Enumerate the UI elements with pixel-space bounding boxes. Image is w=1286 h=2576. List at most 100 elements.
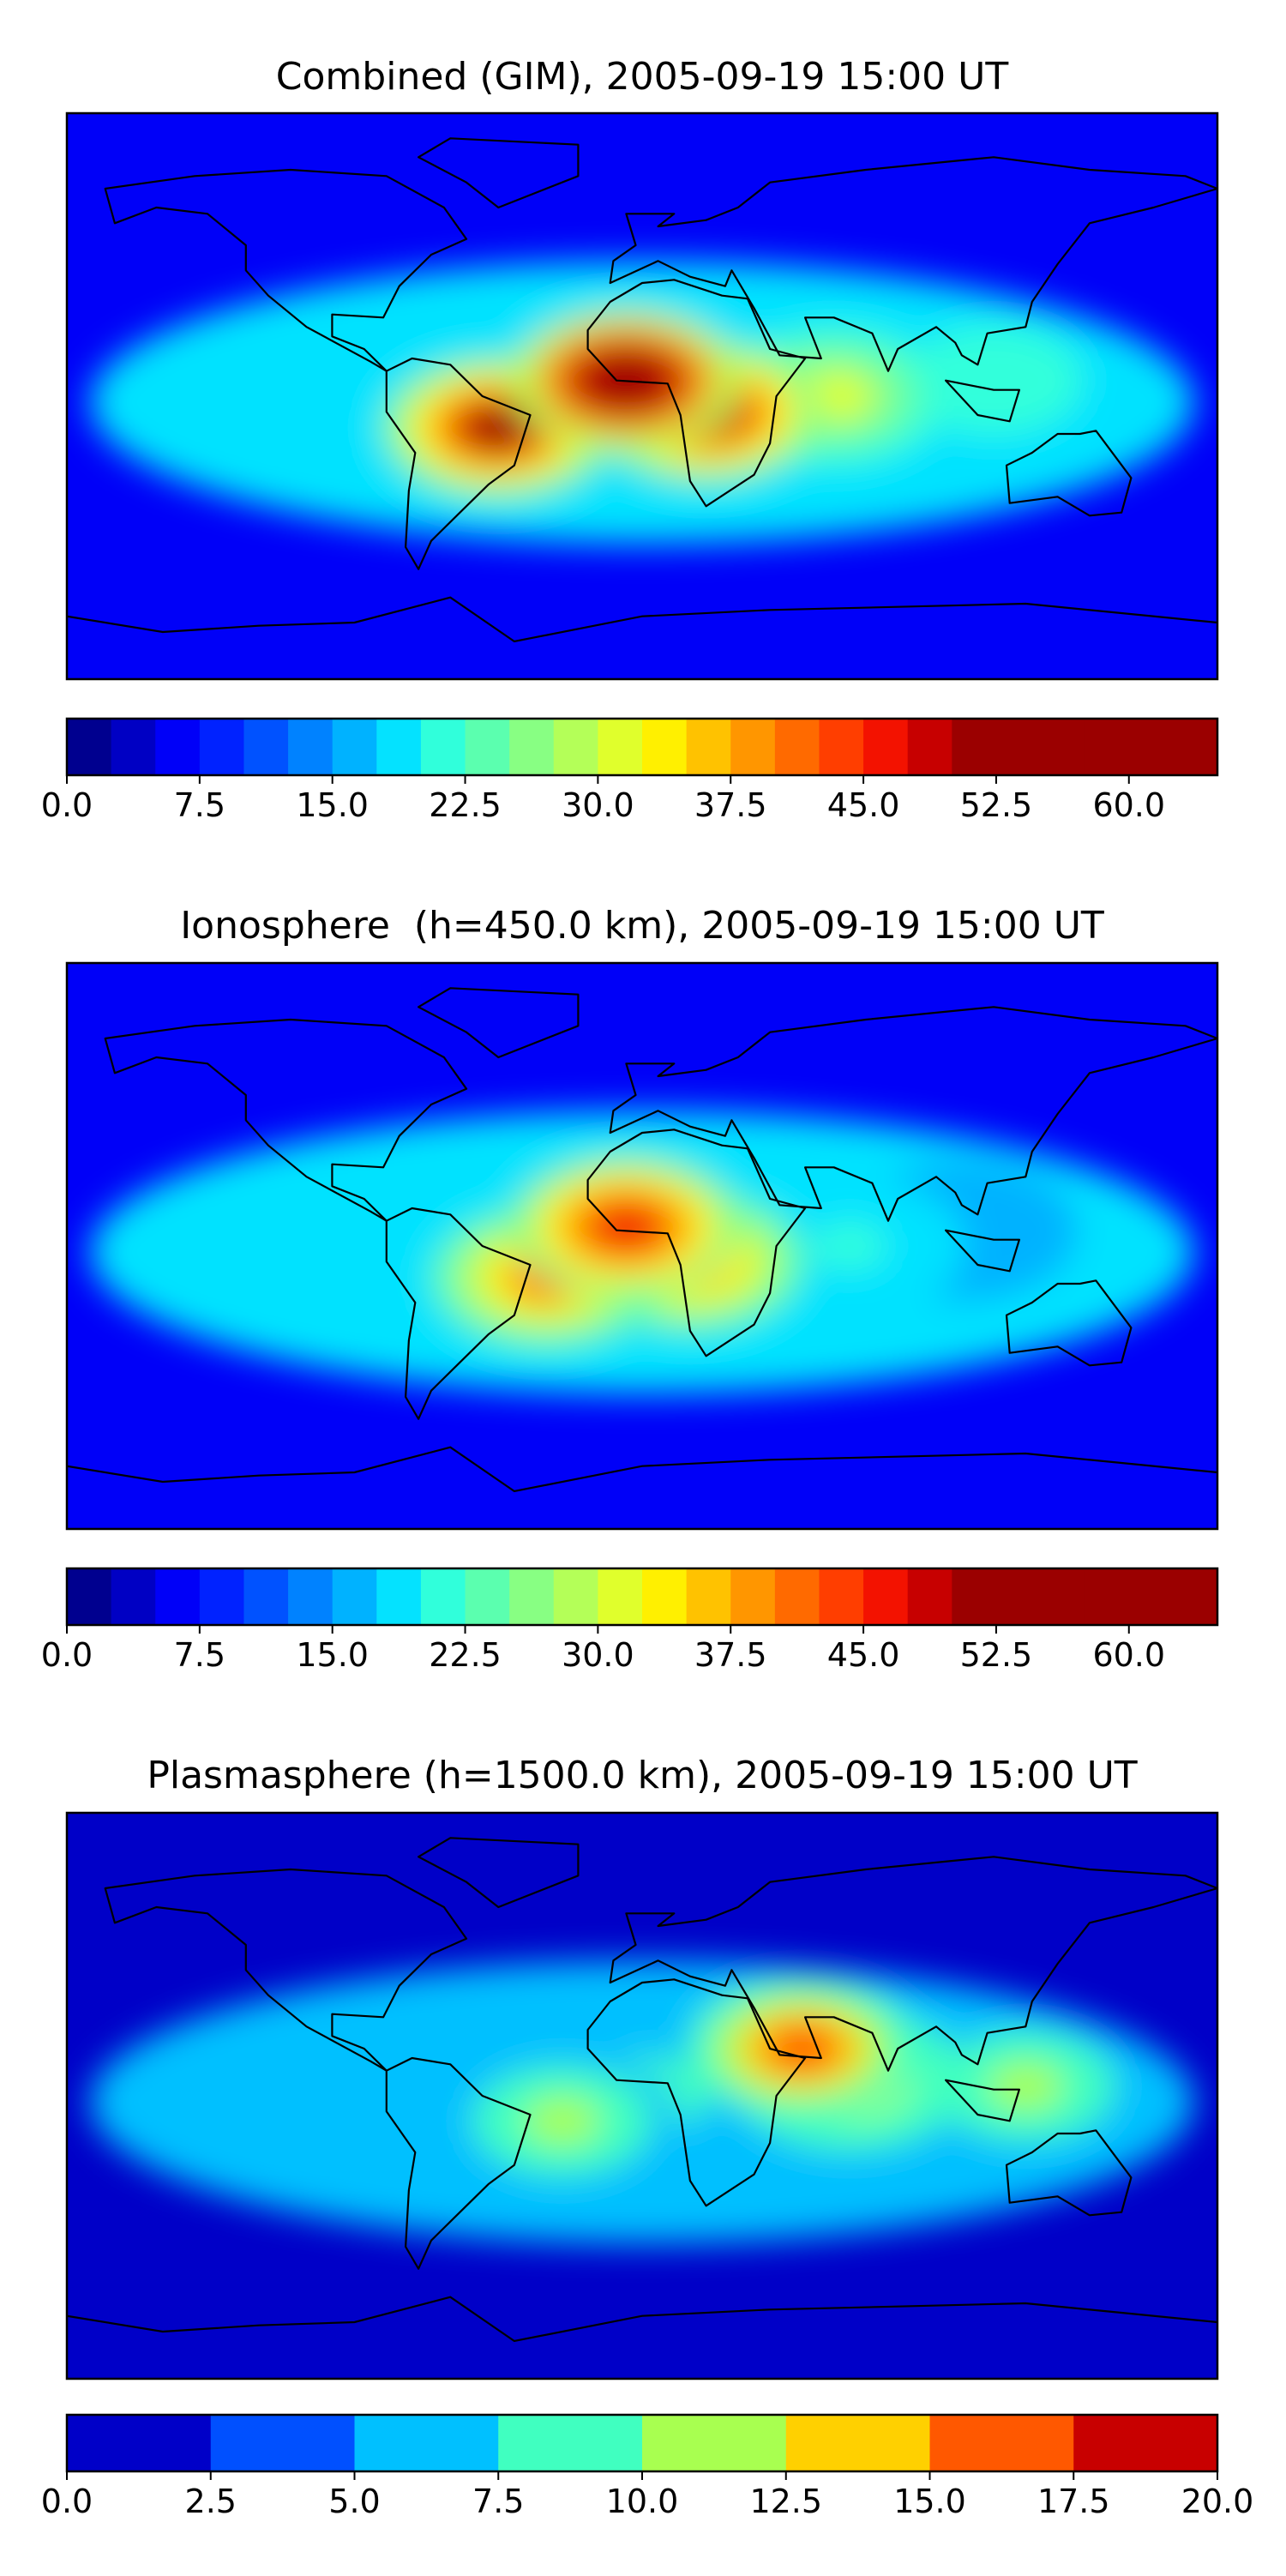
field-contours (89, 1960, 1195, 2244)
colorbar-cell (111, 719, 156, 775)
colorbar-cell (498, 2415, 643, 2471)
coastline (1005, 1279, 1133, 1367)
coastline (609, 156, 1217, 372)
field-contour (460, 403, 537, 452)
colorbar-cell (819, 719, 864, 775)
colorbar-cell (67, 1568, 112, 1625)
coastline (104, 168, 468, 372)
colorbar-cell (243, 719, 289, 775)
colorbar-cell (774, 1568, 820, 1625)
colorbar-cell (1085, 1568, 1130, 1625)
field-layer-combined (67, 113, 1217, 679)
coastline-antarctica (67, 2296, 1217, 2343)
coastline (1005, 2129, 1133, 2217)
colorbar-tick-label: 22.5 (429, 786, 502, 824)
colorbar-cell (67, 2415, 212, 2471)
colorbar-cells-combined (67, 719, 1218, 775)
colorbar-tick-label: 37.5 (694, 1636, 767, 1674)
colorbar-tick-label: 15.0 (893, 2483, 966, 2520)
colorbar-tick-label: 30.0 (562, 786, 634, 824)
colorbar-cell (1040, 719, 1085, 775)
colorbar-cell (863, 1568, 909, 1625)
coastlines-combined (67, 137, 1217, 643)
colorbar-cell (730, 719, 776, 775)
colorbar-cell (376, 1568, 422, 1625)
colorbar-cell (686, 719, 731, 775)
colorbar-cell (819, 1568, 864, 1625)
field-contour (988, 2061, 1064, 2111)
colorbar-cell (907, 719, 952, 775)
colorbar-tick-label: 60.0 (1092, 786, 1165, 824)
panel-combined: Combined (GIM), 2005-09-19 15:00 UT 0.0 … (41, 55, 1219, 824)
colorbar-cell (67, 719, 112, 775)
colorbar-cell (952, 719, 997, 775)
coastline (609, 1856, 1217, 2072)
coastline (586, 1978, 807, 2207)
colorbar-cell (1128, 719, 1174, 775)
heatmap-ionosphere (67, 963, 1217, 1529)
colorbar-cell (465, 1568, 510, 1625)
colorbar-cell (288, 719, 334, 775)
colorbar-cell (730, 1568, 776, 1625)
colorbar-tick-label: 45.0 (827, 786, 900, 824)
colorbar-cell (288, 1568, 334, 1625)
colorbar-cell (243, 1568, 289, 1625)
colorbar-cell (420, 1568, 466, 1625)
colorbar-cell (952, 1568, 997, 1625)
colorbar-tick-label: 52.5 (960, 1636, 1033, 1674)
colorbar-tick-label: 10.0 (606, 2483, 679, 2520)
colorbar-tick-label: 2.5 (185, 2483, 237, 2520)
colorbar-cell (332, 719, 377, 775)
chart-title-ionosphere: Ionosphere (h=450.0 km), 2005-09-19 15:0… (180, 904, 1104, 948)
colorbar-cell (1173, 1568, 1218, 1625)
colorbar-tick-label: 30.0 (562, 1636, 634, 1674)
colorbar-cell (598, 1568, 643, 1625)
coastline (945, 1229, 1020, 1273)
colorbar-cell (1040, 1568, 1085, 1625)
colorbar-tick-label: 0.0 (41, 786, 93, 824)
colorbar-tick-label: 37.5 (694, 786, 767, 824)
colorbar-cell (1128, 1568, 1174, 1625)
colorbar-tick-label: 0.0 (41, 2483, 93, 2520)
coastline (104, 1018, 468, 1222)
colorbar-cells-plasmasphere (67, 2415, 1218, 2471)
field-contour (955, 356, 1032, 405)
coastline (104, 1868, 468, 2072)
colorbar-ticks-ionosphere: 0.0 7.5 15.0 22.5 30.0 37.5 45.0 52.5 60… (41, 1625, 1165, 1674)
colorbar-frame-ionosphere (65, 1567, 1219, 1627)
coastline (385, 2056, 532, 2270)
coastline (1005, 430, 1133, 517)
chart-title-plasmasphere: Plasmasphere (h=1500.0 km), 2005-09-19 1… (147, 1754, 1137, 1797)
colorbar-tick-label: 17.5 (1037, 2483, 1110, 2520)
colorbar-cell (907, 1568, 952, 1625)
colorbar-ticks-plasmasphere: 0.0 2.5 5.0 7.5 10.0 12.5 15.0 17.5 20.0 (41, 2471, 1254, 2520)
map-frame-ionosphere (65, 961, 1219, 1531)
colorbar-tick-label: 5.0 (328, 2483, 380, 2520)
coastline (418, 987, 580, 1059)
colorbar-tick-label: 7.5 (472, 2483, 524, 2520)
colorbar-ticks-combined: 0.0 7.5 15.0 22.5 30.0 37.5 45.0 52.5 60… (41, 775, 1165, 824)
colorbar-cell (686, 1568, 731, 1625)
colorbar-tick-label: 45.0 (827, 1636, 900, 1674)
map-frame-plasmasphere (65, 1811, 1219, 2380)
colorbar-cell (863, 719, 909, 775)
colorbar-cell (642, 719, 688, 775)
field-contour (524, 2097, 601, 2146)
colorbar-cell (1073, 2415, 1218, 2471)
colorbar-cell (155, 1568, 201, 1625)
coastline (586, 1129, 807, 1357)
field-contours (89, 261, 1195, 545)
colorbar-cells-ionosphere (67, 1568, 1218, 1625)
panel-plasmasphere: Plasmasphere (h=1500.0 km), 2005-09-19 1… (41, 1754, 1254, 2520)
coastline (586, 279, 807, 508)
colorbar-cell (642, 1568, 688, 1625)
coastlines-plasmasphere (67, 1837, 1217, 2343)
coastline (418, 137, 580, 209)
coastline (385, 1207, 532, 1420)
colorbar-cell (642, 2415, 787, 2471)
coastline-antarctica (67, 596, 1217, 643)
colorbar-tick-label: 20.0 (1181, 2483, 1254, 2520)
colorbar-combined: 0.0 7.5 15.0 22.5 30.0 37.5 45.0 52.5 60… (41, 717, 1219, 824)
